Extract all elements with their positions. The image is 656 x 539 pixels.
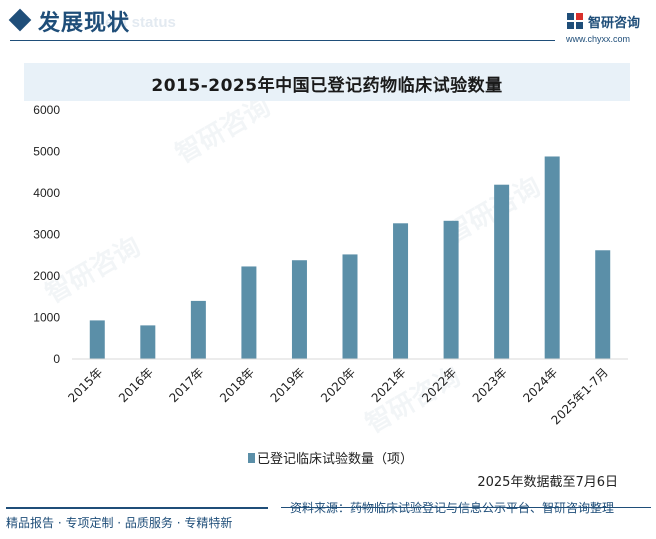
y-tick-label: 4000 [33, 186, 60, 200]
bar [544, 156, 560, 359]
bar [494, 184, 510, 359]
footer-divider-left [6, 507, 268, 509]
logo-name: 智研咨询 [588, 16, 641, 31]
bar [595, 250, 611, 359]
section-title: 发展现状 [38, 11, 131, 36]
x-tick-label: 2016年 [116, 365, 156, 405]
x-tick-label: 2019年 [268, 365, 308, 405]
x-tick-label: 2015年 [65, 365, 105, 405]
logo-url: www.chyxx.com [566, 34, 631, 44]
x-tick-label: 2017年 [167, 365, 207, 405]
bar-series [89, 156, 611, 359]
x-tick-label: 2024年 [520, 365, 560, 405]
y-axis: 0 1000 2000 3000 4000 5000 6000 [33, 103, 60, 366]
bar [241, 266, 257, 359]
date-note: 2025年数据截至7月6日 [477, 475, 618, 490]
y-tick-label: 5000 [33, 145, 60, 159]
bar [190, 300, 206, 359]
y-tick-label: 2000 [33, 269, 60, 283]
bar-chart: 0 1000 2000 3000 4000 5000 6000 2015年 2016年 2017… [33, 103, 628, 428]
bar [291, 260, 307, 359]
logo-icon [567, 13, 583, 29]
slogan: 精品报告 · 专项定制 · 品质服务 · 专精特新 [6, 516, 233, 530]
chart-title-band: 2015-2025年中国已登记药物临床试验数量 [24, 63, 630, 101]
chart-title: 2015-2025年中国已登记药物临床试验数量 [151, 76, 503, 96]
header: ent status 发展现状 智研咨询 www.chyxx.com [0, 0, 656, 50]
logo: 智研咨询 www.chyxx.com [566, 10, 650, 46]
x-tick-label: 2020年 [318, 365, 358, 405]
bar [443, 220, 459, 359]
x-tick-label: 2022年 [419, 365, 459, 405]
diamond-icon [8, 8, 32, 32]
bar [393, 223, 409, 359]
y-tick-label: 1000 [33, 311, 60, 325]
x-tick-label: 2018年 [217, 365, 257, 405]
bar [140, 325, 156, 359]
x-axis: 2015年 2016年 2017年 2018年 2019年 2020年 2021年 2022年… [65, 358, 628, 428]
x-tick-label: 2023年 [470, 365, 510, 405]
source-note: 资料来源：药物临床试验登记与信息公示平台、智研咨询整理 [290, 501, 615, 515]
header-divider [10, 40, 555, 41]
y-tick-label: 6000 [33, 103, 60, 117]
bar [342, 254, 358, 359]
bar [89, 320, 105, 359]
footer-divider-right [281, 507, 651, 508]
y-tick-label: 3000 [33, 228, 60, 242]
legend-label: 已登记临床试验数量（项） [257, 452, 414, 467]
section-subtitle: ent status [105, 14, 176, 31]
x-tick-label: 2021年 [369, 365, 409, 405]
legend-swatch [248, 453, 255, 463]
y-tick-label: 0 [53, 352, 60, 366]
